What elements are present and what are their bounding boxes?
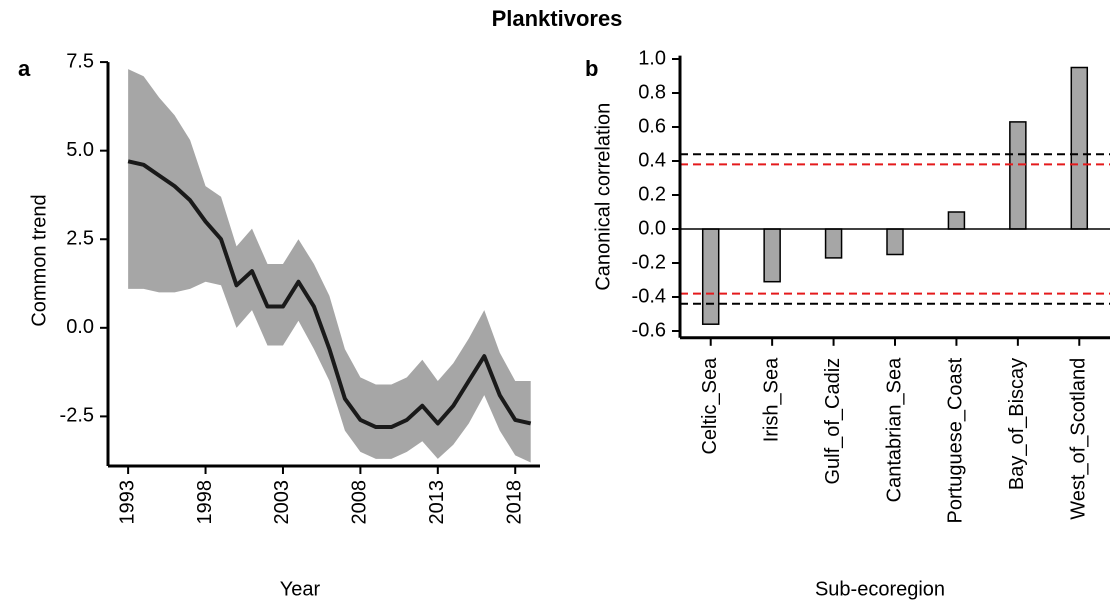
y-tick-label: -0.2 <box>632 251 666 273</box>
x-tick-label: West_of_Scotland <box>1068 358 1090 520</box>
bar <box>886 228 904 256</box>
x-tick-label: Gulf_of_Cadiz <box>822 358 844 485</box>
trend-line <box>127 159 532 430</box>
y-tick-label: -0.6 <box>632 319 666 341</box>
y-tick-label: 0.2 <box>638 183 666 205</box>
y-axis-title: Canonical correlation <box>592 103 614 291</box>
y-tick-label: 1.0 <box>638 47 666 69</box>
x-tick-label: Bay_of_Biscay <box>1006 358 1028 490</box>
x-tick-label: 2008 <box>349 480 371 525</box>
bar <box>824 228 843 259</box>
y-tick-label: 0.6 <box>638 115 666 137</box>
y-tick-label: -2.5 <box>60 405 94 427</box>
y-tick-label: 0.4 <box>638 149 666 171</box>
x-tick-label: Irish_Sea <box>760 357 782 442</box>
bar <box>763 228 781 283</box>
x-axis-title: Year <box>280 578 321 600</box>
y-tick-label: 5.0 <box>66 139 94 161</box>
bar <box>1070 66 1089 230</box>
y-tick-label: -0.4 <box>632 285 666 307</box>
x-tick-label: 2013 <box>426 480 448 525</box>
x-tick-label: 2018 <box>504 480 526 525</box>
x-tick-label: 2003 <box>271 480 293 525</box>
y-tick-label: 2.5 <box>66 228 94 250</box>
panel-label: a <box>18 56 31 81</box>
bar <box>947 211 966 230</box>
figure-title: Planktivores <box>492 6 623 31</box>
bar <box>701 228 720 325</box>
x-tick-label: Cantabrian_Sea <box>883 357 905 502</box>
y-tick-label: 0.8 <box>638 81 666 103</box>
x-tick-label: 1998 <box>194 480 216 525</box>
panel-label: b <box>585 56 598 81</box>
bar <box>1009 121 1027 230</box>
y-tick-label: 7.5 <box>66 50 94 72</box>
x-tick-label: Portuguese_Coast <box>945 357 967 523</box>
x-axis-title: Sub-ecoregion <box>815 578 945 600</box>
x-tick-label: Celtic_Sea <box>699 357 721 455</box>
confidence-band <box>128 69 531 463</box>
y-axis-title: Common trend <box>28 194 50 326</box>
x-tick-label: 1993 <box>116 480 138 525</box>
y-tick-label: 0.0 <box>638 217 666 239</box>
y-tick-label: 0.0 <box>66 316 94 338</box>
